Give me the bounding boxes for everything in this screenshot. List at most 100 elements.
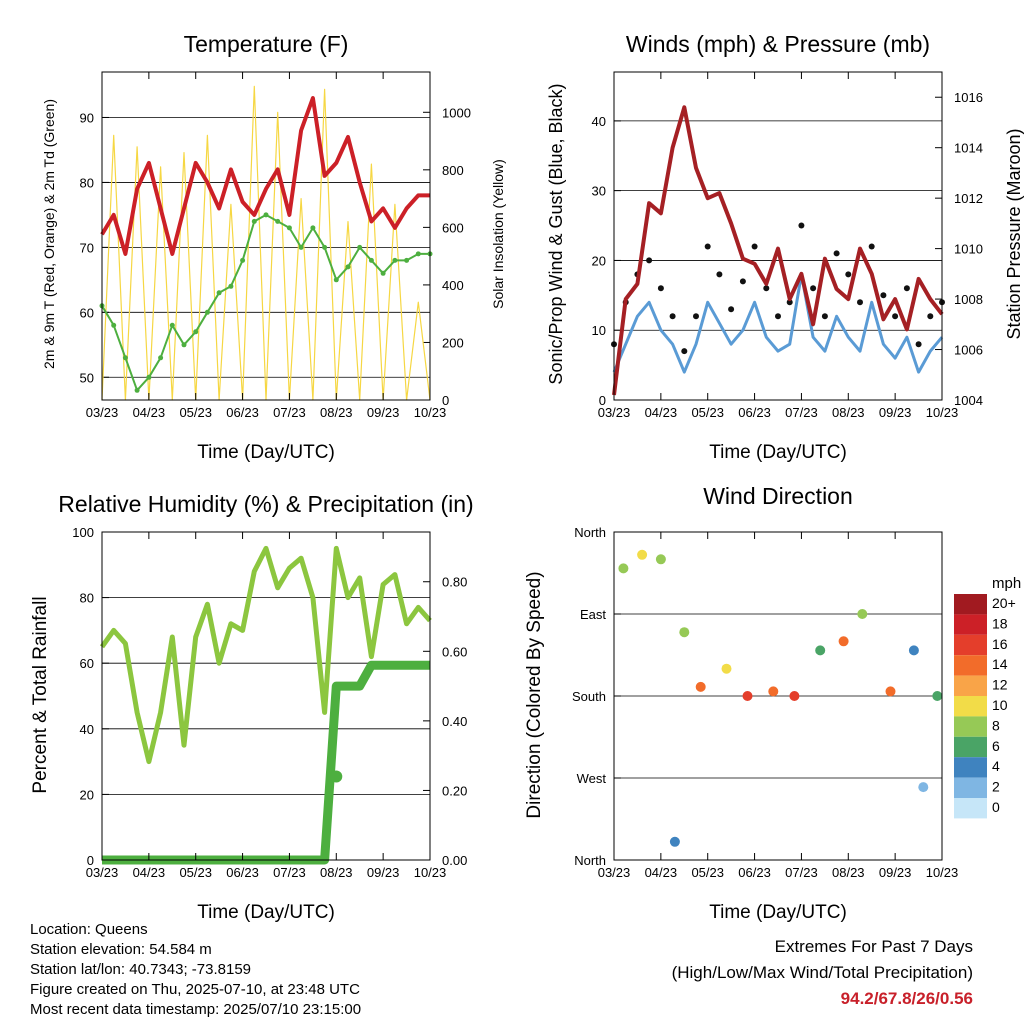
y-tick-label: South	[572, 689, 606, 704]
legend-swatch	[954, 655, 987, 676]
x-tick-label: 03/23	[598, 405, 631, 420]
y-tick-right-label: 800	[442, 163, 464, 178]
gust-point	[927, 313, 934, 320]
winds-ylabel: Sonic/Prop Wind & Gust (Blue, Black)	[546, 83, 566, 384]
dewpoint-point	[181, 342, 187, 348]
y-tick-right-label: 0.40	[442, 714, 467, 729]
y-tick-right-label: 1014	[954, 141, 983, 156]
y-tick-label: 60	[80, 305, 94, 320]
x-tick-label: 10/23	[926, 405, 959, 420]
y-tick-label: 90	[80, 110, 94, 125]
dewpoint-point	[111, 322, 117, 328]
winds-xlabel: Time (Day/UTC)	[709, 442, 847, 463]
gust-point	[833, 250, 840, 257]
dewpoint-point	[322, 244, 328, 250]
x-tick-label: 04/23	[645, 405, 678, 420]
dewpoint-point	[345, 264, 351, 270]
temperature-line	[100, 96, 430, 256]
direction-ylabel: Direction (Colored By Speed)	[524, 571, 545, 818]
y-tick-right-label: 1006	[954, 343, 983, 358]
humidity-xlabel: Time (Day/UTC)	[197, 902, 335, 923]
dewpoint-point	[404, 257, 410, 263]
gust-point	[716, 271, 723, 278]
y-tick-label: 0	[87, 853, 94, 868]
speed-legend: mph 20+ 18 16 14 12 10 8 6 4 2 0	[954, 575, 1021, 819]
gust-point	[880, 292, 887, 299]
gust-point	[739, 278, 746, 285]
y-tick-label: 20	[80, 787, 94, 802]
y-tick-label: North	[574, 525, 606, 540]
gust-point	[798, 222, 805, 229]
wind-speed-line	[612, 272, 944, 374]
gust-point	[903, 285, 910, 292]
gust-point	[704, 243, 711, 250]
x-tick-label: 04/23	[133, 405, 166, 420]
dewpoint-point	[193, 329, 199, 335]
temperature-ylabel: 2m & 9m T (Red, Orange) & 2m Td (Green)	[41, 99, 57, 369]
x-tick-label: 09/23	[367, 405, 400, 420]
gust-point	[728, 306, 735, 313]
dewpoint-point	[357, 244, 363, 250]
x-tick-label: 08/23	[832, 405, 865, 420]
dewpoint-point	[333, 277, 339, 283]
gust-point	[693, 313, 699, 320]
plot-frame	[613, 531, 943, 861]
dewpoint-point	[380, 270, 386, 276]
y-tick-right-label: 1010	[954, 242, 983, 257]
x-tick-label: 07/23	[273, 865, 306, 880]
dewpoint-point	[251, 218, 257, 224]
dewpoint-point	[122, 355, 128, 361]
y-tick-label: 0	[599, 393, 606, 408]
direction-point	[655, 554, 666, 565]
y-tick-right-label: 400	[442, 278, 464, 293]
y-tick-right-label: 0.20	[442, 783, 467, 798]
x-tick-label: 07/23	[785, 865, 818, 880]
y-tick-label: East	[580, 607, 606, 622]
x-tick-label: 04/23	[133, 865, 166, 880]
dewpoint-point	[310, 225, 316, 231]
y-tick-label: 100	[72, 525, 94, 540]
x-tick-label: 09/23	[879, 405, 912, 420]
dewpoint-point	[204, 309, 210, 315]
humidity-title: Relative Humidity (%) & Precipitation (i…	[58, 491, 473, 517]
x-tick-label: 06/23	[738, 405, 771, 420]
plot-frame	[613, 71, 943, 401]
temperature-title: Temperature (F)	[184, 31, 349, 57]
y-tick-right-label: 1016	[954, 90, 983, 105]
legend-label: 6	[992, 738, 1000, 754]
dewpoint-point	[169, 322, 175, 328]
extremes-values: 94.2/67.8/26/0.56	[840, 989, 973, 1008]
dewpoint-point	[286, 225, 292, 231]
legend-label: 2	[992, 779, 1000, 795]
pressure-line	[612, 105, 944, 396]
temperature-plot: 50 60 70 80 90 0 200 400 600 800 1000 03/23 04/23 05/…	[80, 71, 471, 420]
station-info: Location: Queens Station elevation: 54.5…	[30, 920, 361, 1020]
x-tick-label: 05/23	[179, 865, 212, 880]
winds-title: Winds (mph) & Pressure (mb)	[626, 31, 930, 57]
x-tick-label: 09/23	[367, 865, 400, 880]
gust-point	[868, 243, 875, 250]
x-tick-label: 03/23	[86, 865, 119, 880]
direction-point	[932, 691, 943, 701]
x-tick-label: 06/23	[738, 865, 771, 880]
y-tick-right-label: 600	[442, 220, 464, 235]
x-tick-label: 06/23	[226, 405, 259, 420]
y-tick-right-label: 1012	[954, 191, 983, 206]
x-tick-label: 06/23	[226, 865, 259, 880]
location-text: Location: Queens	[30, 921, 148, 938]
legend-label: 20+	[992, 595, 1016, 611]
x-tick-label: 05/23	[691, 865, 724, 880]
legend-swatch	[954, 757, 987, 778]
gust-point	[775, 313, 781, 320]
winds-plot: 0 10 20 30 40 1004 1006 1008 1010 1012 1014 1016 03/…	[592, 71, 983, 420]
legend-swatch	[954, 594, 987, 615]
direction-point	[789, 691, 800, 701]
extremes-title: Extremes For Past 7 Days	[774, 937, 973, 956]
legend-swatch	[954, 716, 987, 737]
direction-point	[742, 691, 753, 701]
x-tick-label: 05/23	[691, 405, 724, 420]
legend-label: 4	[992, 758, 1000, 774]
y-tick-right-label: 1004	[954, 393, 983, 408]
